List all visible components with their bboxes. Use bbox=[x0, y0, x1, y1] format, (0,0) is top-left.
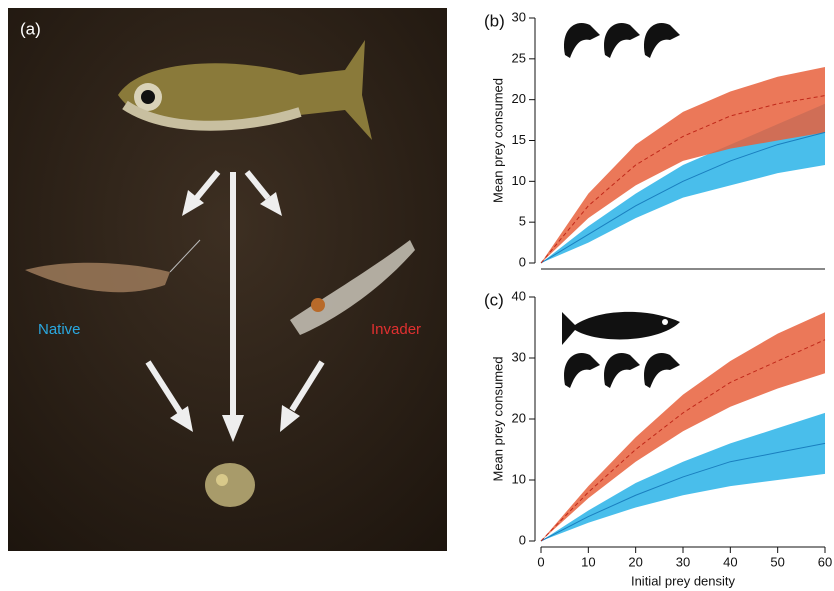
x-axis-label: Initial prey density bbox=[631, 573, 736, 588]
icons-c bbox=[562, 312, 680, 388]
y-tick-label: 5 bbox=[519, 214, 526, 229]
x-tick-label: 30 bbox=[676, 554, 690, 569]
panel-label: (c) bbox=[484, 290, 504, 309]
icons-b bbox=[564, 23, 680, 58]
y-tick-label: 0 bbox=[519, 254, 526, 269]
y-tick-label: 0 bbox=[519, 532, 526, 547]
daphnia bbox=[205, 463, 255, 507]
figure: (a) Native Invader 0 5 10 15 20 25 30 Mean prey… bbox=[0, 0, 834, 591]
y-tick-label: 10 bbox=[512, 471, 526, 486]
y-tick-label: 20 bbox=[512, 410, 526, 425]
panel-label: (a) bbox=[20, 19, 41, 38]
y-axis-label: Mean prey consumed bbox=[490, 78, 505, 203]
invader-label: Invader bbox=[371, 321, 421, 338]
y-tick-label: 10 bbox=[512, 173, 526, 188]
y-axis-label: Mean prey consumed bbox=[490, 356, 505, 481]
y-tick-label: 20 bbox=[512, 91, 526, 106]
y-tick-label: 30 bbox=[512, 9, 526, 24]
x-tick-label: 10 bbox=[581, 554, 595, 569]
x-tick-label: 60 bbox=[818, 554, 832, 569]
x-tick-label: 50 bbox=[770, 554, 784, 569]
x-tick-label: 0 bbox=[537, 554, 544, 569]
native-label: Native bbox=[38, 321, 81, 338]
y-tick-label: 30 bbox=[512, 349, 526, 364]
x-tick-label: 20 bbox=[628, 554, 642, 569]
y-tick-label: 15 bbox=[512, 132, 526, 147]
y-tick-label: 25 bbox=[512, 50, 526, 65]
y-tick-label: 40 bbox=[512, 288, 526, 303]
panel-label: (b) bbox=[484, 11, 505, 30]
x-tick-label: 40 bbox=[723, 554, 737, 569]
